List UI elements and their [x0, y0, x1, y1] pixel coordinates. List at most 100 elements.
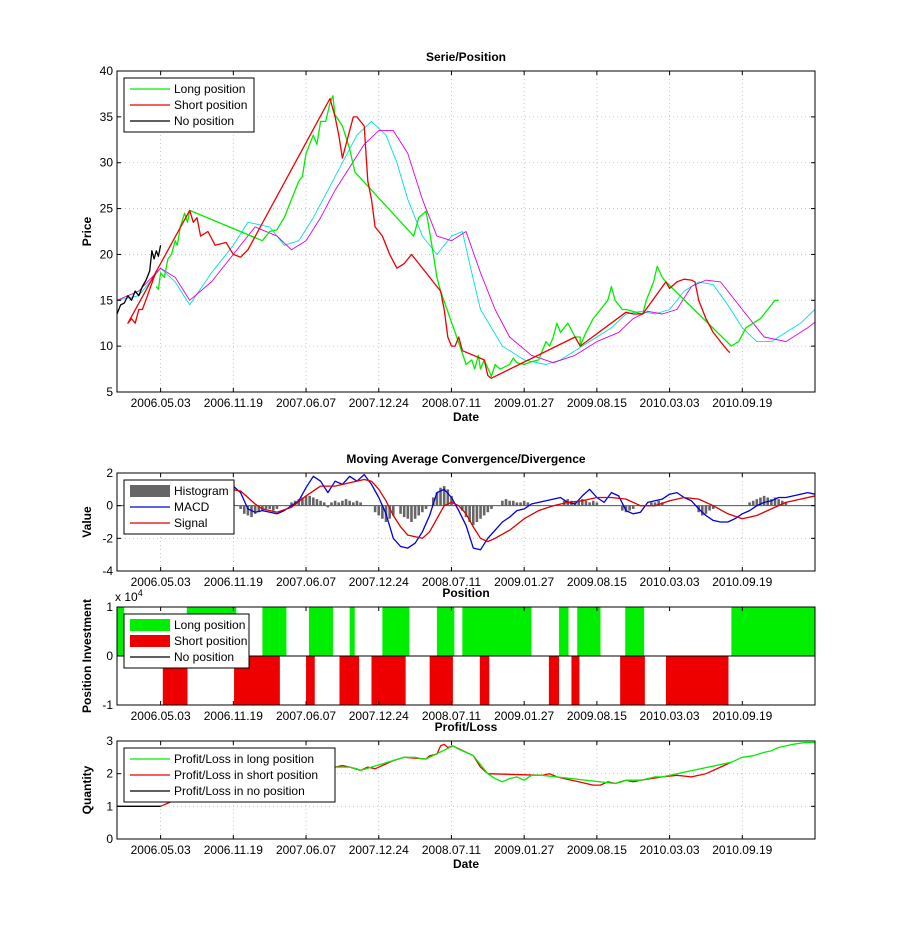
y-tick-label: 1	[106, 600, 113, 614]
axes-frame	[116, 740, 816, 840]
x-axis-label: Date	[453, 410, 479, 424]
series-line-macd	[230, 473, 815, 551]
histogram-bar	[581, 499, 584, 506]
histogram-bar	[777, 499, 780, 506]
series-line-moving-average	[117, 120, 815, 365]
x-tick-label: 2006.05.03	[131, 575, 191, 589]
histogram-bar	[657, 500, 660, 506]
histogram-bar	[751, 500, 755, 506]
x-tick-label: 2009.08.15	[567, 709, 627, 723]
legend-entry: Short position	[174, 634, 247, 648]
x-tick-label: 2008.07.11	[422, 843, 481, 857]
histogram-bar	[490, 505, 493, 509]
y-tick-label: 3	[106, 734, 113, 748]
y-tick-label: 0	[106, 832, 113, 846]
y-tick-label: -2	[102, 531, 113, 545]
plot-content	[117, 473, 815, 551]
histogram-bar	[275, 505, 279, 509]
histogram-bar	[770, 499, 773, 506]
histogram-bar	[377, 505, 381, 516]
legend-entry: Histogram	[174, 484, 229, 498]
y-tick-label: 1	[106, 799, 113, 813]
x-tick-label: 2007.06.07	[276, 709, 336, 723]
histogram-bar	[577, 500, 580, 506]
histogram-bar	[759, 497, 762, 506]
histogram-bar	[410, 505, 413, 522]
long-position-bar	[462, 607, 532, 656]
long-position-bar	[117, 607, 125, 656]
series-line-no-position	[117, 245, 162, 315]
long-position-bar	[382, 607, 410, 656]
long-position-bar	[436, 607, 455, 656]
y-tick-label: 2	[106, 767, 113, 781]
histogram-bar	[431, 497, 435, 506]
histogram-bar	[479, 505, 482, 519]
histogram-bar	[661, 502, 664, 506]
long-position-bar	[625, 607, 645, 656]
histogram-bar	[315, 499, 319, 506]
histogram-bar	[257, 505, 261, 513]
histogram-bar	[435, 492, 439, 506]
x-axis-label: Date	[453, 857, 479, 871]
x-tick-label: 2008.07.11	[422, 396, 481, 410]
x-tick-label: 2010.03.03	[640, 575, 700, 589]
long-position-bar	[262, 607, 287, 656]
histogram-bar	[344, 499, 348, 506]
histogram-bar	[239, 505, 242, 509]
histogram-bar	[373, 505, 377, 513]
legend-entry: Signal	[174, 516, 207, 530]
series-line-short-position	[127, 97, 731, 379]
histogram-bar	[446, 489, 450, 506]
y-axis-label: Price	[80, 216, 94, 246]
x-tick-label: 2008.07.11	[422, 575, 481, 589]
x-tick-label: 2008.07.11	[422, 709, 481, 723]
short-position-bar	[306, 656, 315, 705]
histogram-bar	[290, 502, 293, 506]
long-position-bar	[577, 607, 601, 656]
short-position-bar	[548, 656, 560, 705]
histogram-bar	[584, 500, 588, 506]
long-position-bar	[349, 607, 355, 656]
histogram-bar	[250, 505, 253, 518]
histogram-bar	[482, 505, 486, 516]
x-tick-label: 2010.03.03	[640, 709, 700, 723]
chart-position: 2006.05.03 2006.11.19 2007.06.07 2007.12.24…	[80, 586, 816, 723]
plot-content	[117, 95, 815, 379]
x-tick-label: 2009.01.27	[494, 575, 554, 589]
short-position-bar	[665, 656, 729, 705]
histogram-bar	[773, 497, 777, 506]
histogram-bar	[704, 505, 708, 514]
legend-entry: Profit/Loss in long position	[174, 752, 314, 766]
series-line-moving-average	[117, 130, 815, 364]
histogram-bar	[486, 505, 490, 513]
histogram-bar	[784, 502, 788, 506]
x-tick-label: 2006.11.19	[204, 575, 263, 589]
histogram-bar	[417, 505, 421, 516]
x-tick-label: 2007.12.24	[349, 709, 409, 723]
y-tick-label: 40	[100, 64, 114, 78]
histogram-bar	[355, 500, 359, 506]
x-tick-label: 2010.09.19	[712, 396, 772, 410]
series-line-long-position	[155, 95, 779, 378]
x-tick-label: 2009.01.27	[494, 396, 554, 410]
series-line-signal	[231, 478, 815, 543]
histogram-bar	[591, 500, 595, 506]
histogram-bar	[308, 495, 311, 506]
histogram-bar	[319, 500, 322, 506]
x-tick-label: 2010.03.03	[640, 396, 700, 410]
y-tick-label: -1	[102, 698, 113, 712]
histogram-bar	[301, 497, 304, 506]
histogram-bar	[519, 502, 522, 506]
y-tick-label: 25	[100, 202, 114, 216]
legend-entry: Profit/Loss in short position	[174, 768, 318, 782]
x-tick-label: 2006.11.19	[204, 396, 263, 410]
x-tick-label: 2009.08.15	[567, 843, 627, 857]
histogram-bar	[439, 487, 442, 506]
chart-title: Profit/Loss	[435, 720, 498, 734]
legend-entry: Profit/Loss in no position	[174, 784, 305, 798]
histogram-bar	[359, 502, 362, 506]
histogram-bar	[501, 500, 504, 506]
histogram-bar	[471, 505, 475, 526]
histogram-bar	[330, 502, 333, 506]
histogram-bar	[755, 499, 759, 506]
